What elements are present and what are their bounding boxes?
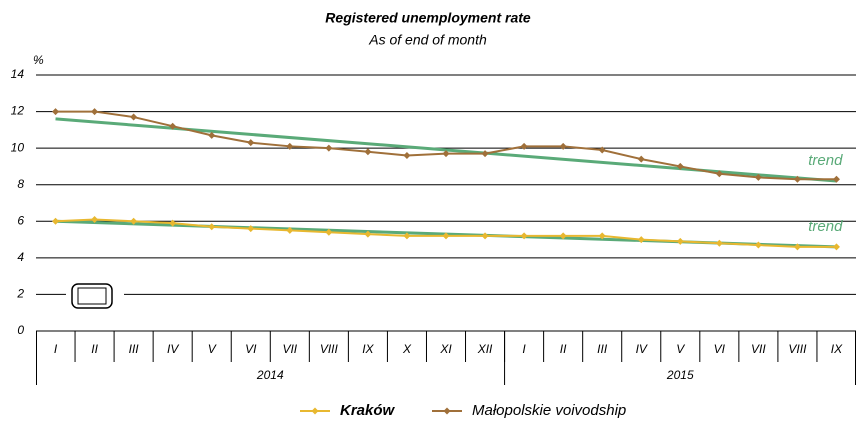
x-tick-label: IX	[831, 342, 843, 356]
point-marker	[676, 162, 684, 170]
x-tick-label: VIII	[320, 342, 339, 356]
x-tick-label: IX	[362, 342, 374, 356]
x-tick-label: I	[54, 342, 58, 356]
y-tick-label: 8	[17, 177, 24, 191]
point-marker	[247, 225, 255, 233]
point-marker	[754, 173, 762, 181]
series-line	[55, 110, 837, 181]
x-tick-label: II	[560, 342, 567, 356]
point-marker	[364, 148, 372, 156]
x-tick-label: I	[522, 342, 526, 356]
trend-label: trend	[808, 152, 843, 169]
point-marker	[520, 142, 528, 150]
y-tick-label: 0	[17, 323, 24, 337]
y-unit: %	[33, 53, 44, 67]
point-marker	[91, 108, 99, 116]
point-marker	[364, 230, 372, 238]
x-tick-label: VII	[282, 342, 297, 356]
point-marker	[481, 150, 489, 158]
point-marker	[52, 108, 60, 116]
point-marker	[793, 175, 801, 183]
point-marker	[832, 175, 840, 183]
y-tick-label: 12	[11, 104, 25, 118]
logo	[71, 283, 113, 309]
point-marker	[637, 155, 645, 163]
point-marker	[442, 150, 450, 158]
point-marker	[130, 113, 138, 121]
point-marker	[559, 142, 567, 150]
chart-title: Registered unemployment rate	[325, 10, 531, 26]
y-tick-label: 10	[11, 140, 25, 154]
x-tick-label: IV	[167, 342, 179, 356]
y-tick-label: 6	[17, 213, 24, 227]
legend-marker	[443, 407, 451, 415]
point-marker	[481, 232, 489, 240]
trend-label: trend	[808, 218, 843, 235]
point-marker	[676, 237, 684, 245]
point-marker	[754, 241, 762, 249]
point-marker	[286, 226, 294, 234]
x-tick-label: XI	[439, 342, 452, 356]
point-marker	[793, 243, 801, 251]
x-group-label: 2015	[666, 368, 694, 382]
point-marker	[325, 144, 333, 152]
point-marker	[91, 215, 99, 223]
x-tick-label: VII	[751, 342, 766, 356]
chart-subtitle: As of end of month	[368, 32, 487, 48]
y-tick-label: 2	[16, 287, 24, 301]
point-marker	[325, 228, 333, 236]
point-marker	[208, 223, 216, 231]
point-marker	[637, 236, 645, 244]
point-marker	[598, 146, 606, 154]
point-marker	[715, 170, 723, 178]
point-marker	[403, 232, 411, 240]
x-tick-label: III	[597, 342, 608, 356]
x-tick-label: IV	[636, 342, 648, 356]
x-tick-label: XII	[477, 342, 493, 356]
x-tick-label: II	[91, 342, 98, 356]
x-group-label: 2014	[256, 368, 284, 382]
x-tick-label: V	[676, 342, 685, 356]
legend-marker	[311, 407, 319, 415]
y-tick-label: 14	[11, 67, 25, 81]
point-marker	[52, 217, 60, 225]
point-marker	[130, 217, 138, 225]
x-tick-label: V	[208, 342, 217, 356]
point-marker	[520, 232, 528, 240]
x-tick-label: III	[129, 342, 140, 356]
point-marker	[442, 232, 450, 240]
x-tick-label: VI	[714, 342, 726, 356]
point-marker	[247, 139, 255, 147]
point-marker	[832, 243, 840, 251]
point-marker	[208, 131, 216, 139]
legend-label: Kraków	[340, 402, 396, 419]
point-marker	[286, 142, 294, 150]
point-marker	[559, 232, 567, 240]
x-tick-label: VIII	[788, 342, 807, 356]
point-marker	[169, 219, 177, 227]
y-tick-label: 4	[17, 250, 24, 264]
point-marker	[715, 239, 723, 247]
legend-label: Małopolskie voivodship	[472, 402, 626, 419]
point-marker	[169, 122, 177, 130]
point-marker	[598, 232, 606, 240]
x-tick-label: VI	[245, 342, 257, 356]
x-tick-label: X	[402, 342, 412, 356]
point-marker	[403, 151, 411, 159]
